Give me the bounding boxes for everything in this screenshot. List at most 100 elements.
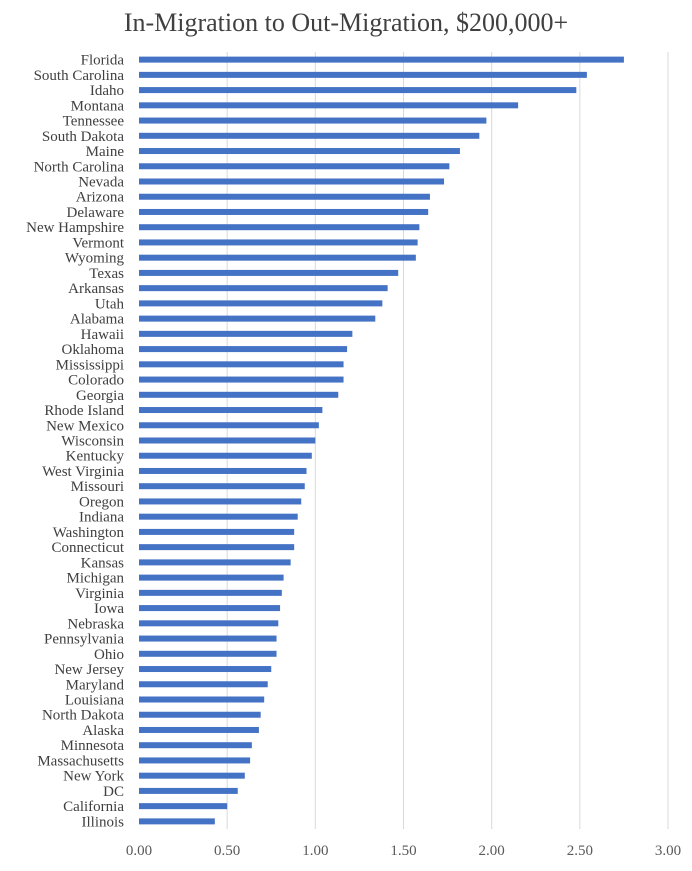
category-label: Kentucky: [66, 449, 125, 465]
bar: [139, 650, 277, 657]
bar: [139, 574, 284, 581]
category-label: Michigan: [67, 571, 125, 587]
category-label: Tennessee: [63, 114, 125, 130]
bar: [139, 239, 418, 246]
category-label: Minnesota: [61, 738, 125, 754]
category-label: Illinois: [81, 814, 124, 830]
category-label: Alabama: [70, 312, 124, 328]
category-label: Wyoming: [65, 251, 125, 267]
bar: [139, 589, 282, 596]
category-label: Ohio: [94, 647, 124, 663]
category-label: North Carolina: [34, 159, 125, 175]
bar: [139, 269, 399, 276]
bar: [139, 528, 295, 535]
category-label: Missouri: [71, 479, 124, 495]
category-label: New Jersey: [54, 662, 124, 678]
x-tick-label: 2.50: [567, 843, 593, 859]
x-tick-labels: 0.00 0.50 1.00 1.50 2.00 2.50 3.00: [126, 843, 681, 859]
category-label: Oregon: [79, 494, 124, 510]
bar: [139, 87, 577, 94]
category-label: Iowa: [94, 601, 124, 617]
category-label: Maine: [86, 144, 125, 160]
category-label: New Hampshire: [26, 220, 124, 236]
bar: [139, 422, 319, 429]
category-label: New Mexico: [46, 418, 124, 434]
bar: [139, 285, 388, 292]
bar: [139, 666, 272, 673]
category-label: Oklahoma: [62, 342, 125, 358]
bar: [139, 361, 344, 368]
x-tick-label: 1.50: [390, 843, 416, 859]
bar: [139, 346, 348, 353]
bar: [139, 726, 259, 733]
x-tick-label: 2.00: [479, 843, 505, 859]
bar: [139, 163, 450, 170]
bar: [139, 544, 295, 551]
category-label: Nebraska: [67, 616, 124, 632]
bar: [139, 376, 344, 383]
category-label: Rhode Island: [44, 403, 124, 419]
bar: [139, 818, 215, 825]
category-label: Idaho: [90, 83, 124, 99]
category-label: Pennsylvania: [44, 632, 124, 648]
category-label: North Dakota: [42, 708, 124, 724]
category-label: Arkansas: [68, 281, 124, 297]
x-tick-label: 0.00: [126, 843, 152, 859]
category-label: DC: [103, 784, 124, 800]
bar: [139, 559, 291, 566]
bar: [139, 102, 519, 109]
category-label: Texas: [89, 266, 124, 282]
bar: [139, 132, 480, 139]
category-label: Florida: [81, 53, 125, 69]
bar: [139, 803, 228, 810]
category-label: Maryland: [66, 677, 125, 693]
chart-title: In-Migration to Out-Migration, $200,000+: [124, 8, 568, 37]
bar: [139, 757, 251, 764]
bar: [139, 452, 312, 459]
category-label: Washington: [53, 525, 125, 541]
bar: [139, 696, 265, 703]
bar: [139, 742, 252, 749]
category-label: Utah: [95, 296, 125, 312]
category-label: Wisconsin: [61, 434, 124, 450]
category-label: Arizona: [76, 190, 125, 206]
x-tick-label: 0.50: [214, 843, 240, 859]
bar: [139, 620, 279, 627]
bar: [139, 117, 487, 124]
category-label: South Dakota: [42, 129, 124, 145]
bar: [139, 208, 429, 215]
bar: [139, 148, 460, 155]
category-label: Colorado: [68, 373, 124, 389]
category-label: New York: [63, 769, 124, 785]
category-label: Kansas: [81, 555, 124, 571]
bar: [139, 254, 416, 261]
bar: [139, 467, 307, 474]
bar: [139, 681, 268, 688]
category-label: Nevada: [78, 175, 124, 191]
category-label: Montana: [71, 98, 125, 114]
category-label: Hawaii: [81, 327, 124, 343]
bar: [139, 407, 323, 414]
category-label: South Carolina: [34, 68, 125, 84]
x-tick-label: 1.00: [302, 843, 328, 859]
bar: [139, 772, 245, 779]
bar: [139, 635, 277, 642]
category-label: Vermont: [72, 235, 124, 251]
bar: [139, 178, 445, 185]
category-label: Mississippi: [56, 357, 124, 373]
bar: [139, 391, 339, 398]
bar: [139, 498, 302, 505]
bar: [139, 605, 281, 612]
bar: [139, 56, 624, 63]
bar: [139, 315, 376, 322]
bar: [139, 483, 305, 490]
category-label: Delaware: [67, 205, 125, 221]
x-tick-label: 3.00: [655, 843, 681, 859]
bar: [139, 193, 430, 200]
bar: [139, 300, 383, 307]
bars: [139, 56, 624, 825]
bar: [139, 711, 261, 718]
category-label: Massachusetts: [37, 753, 124, 769]
